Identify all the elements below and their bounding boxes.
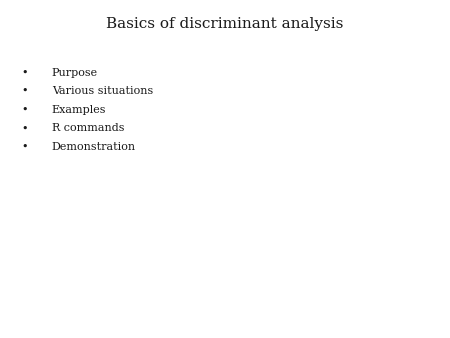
Text: •: • [22, 105, 28, 115]
Text: •: • [22, 142, 28, 152]
Text: Basics of discriminant analysis: Basics of discriminant analysis [106, 17, 344, 31]
Text: R commands: R commands [52, 123, 124, 134]
Text: Demonstration: Demonstration [52, 142, 136, 152]
Text: •: • [22, 86, 28, 96]
Text: •: • [22, 123, 28, 134]
Text: Various situations: Various situations [52, 86, 153, 96]
Text: •: • [22, 68, 28, 78]
Text: Examples: Examples [52, 105, 106, 115]
Text: Purpose: Purpose [52, 68, 98, 78]
